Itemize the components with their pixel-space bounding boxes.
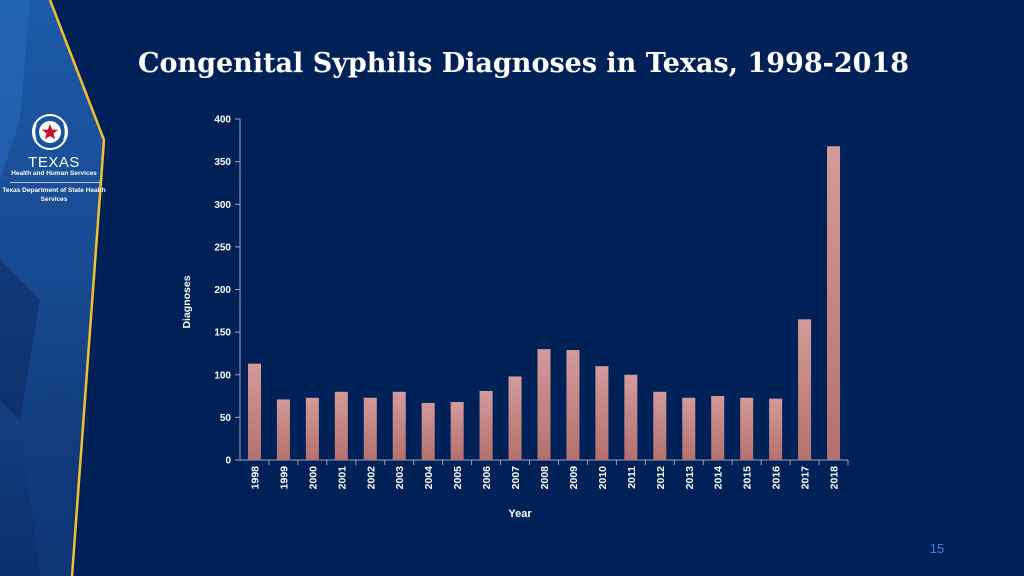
bar-2017 — [798, 319, 812, 460]
bar-2010 — [595, 366, 609, 460]
x-tick-label: 2012 — [655, 466, 667, 490]
bar-chart: 1998 1999 2000 2001 2002 2003 2004 2005 2006 2007… — [181, 115, 849, 520]
y-tick-label: 350 — [214, 157, 231, 168]
x-tick-label: 2006 — [481, 466, 493, 490]
x-tick-label: 2009 — [568, 466, 580, 490]
page-number: 15 — [929, 541, 945, 556]
x-tick-label: 2015 — [742, 466, 754, 490]
bar-2018 — [827, 146, 841, 460]
texas-hhs-logo: TEXAS Health and Human Services Texas De… — [0, 110, 120, 210]
bar-2011 — [624, 374, 638, 460]
x-tick-label: 2018 — [829, 466, 841, 490]
logo-name: TEXAS — [28, 154, 80, 171]
x-tick-label: 2014 — [713, 466, 725, 490]
y-tick-labels: 0 50 100 150 200 250 300 350 400 — [214, 115, 240, 467]
star-seal-icon — [32, 114, 68, 150]
logo-divider — [10, 182, 100, 183]
slide-title: Congenital Syphilis Diagnoses in Texas, … — [138, 48, 909, 79]
x-tick-labels: 1998 1999 2000 2001 2002 2003 2004 2005 2006 2007… — [249, 460, 849, 490]
bar-2007 — [508, 376, 522, 460]
bar-2006 — [479, 390, 493, 460]
x-tick-label: 2017 — [800, 466, 812, 490]
bar-2014 — [711, 396, 725, 460]
bar-2012 — [653, 391, 667, 460]
bar-2005 — [450, 402, 464, 460]
sidebar-decoration — [0, 0, 106, 576]
x-tick-label: 2008 — [539, 466, 551, 490]
x-tick-label: 2004 — [423, 466, 435, 490]
chart-bars — [247, 146, 841, 460]
y-tick-label: 0 — [225, 456, 231, 467]
bar-2002 — [363, 397, 377, 460]
bar-2016 — [769, 398, 783, 460]
x-tick-label: 2005 — [452, 466, 464, 490]
x-tick-label: 2007 — [510, 466, 522, 490]
x-tick-label: 2010 — [597, 466, 609, 490]
y-tick-label: 400 — [214, 115, 231, 126]
y-tick-label: 200 — [214, 285, 231, 296]
y-tick-label: 150 — [214, 328, 231, 339]
bar-2000 — [305, 397, 319, 460]
bar-2008 — [537, 349, 551, 460]
x-tick-label: 2011 — [626, 466, 638, 489]
y-tick-label: 250 — [214, 242, 231, 253]
y-tick-label: 300 — [214, 200, 231, 211]
logo-department: Texas Department of State Health Service… — [2, 187, 106, 203]
x-tick-label: 2013 — [684, 466, 696, 490]
bar-2013 — [682, 397, 696, 460]
x-tick-label: 2003 — [394, 466, 406, 490]
x-axis-label: Year — [508, 508, 532, 520]
bar-2003 — [392, 391, 406, 460]
y-tick-label: 50 — [220, 413, 232, 424]
y-axis-label: Diagnoses — [181, 275, 193, 328]
bar-2001 — [334, 391, 348, 460]
bar-2009 — [566, 350, 580, 460]
x-tick-label: 2001 — [336, 466, 348, 490]
x-tick-label: 1999 — [278, 466, 290, 490]
y-tick-label: 100 — [214, 370, 231, 381]
x-tick-label: 2002 — [365, 466, 377, 490]
x-tick-label: 2016 — [771, 466, 783, 490]
logo-subtitle: Health and Human Services — [11, 170, 97, 177]
bar-2015 — [740, 397, 754, 460]
bar-1998 — [247, 363, 261, 460]
bar-1999 — [276, 399, 290, 460]
x-tick-label: 2000 — [307, 466, 319, 490]
x-tick-label: 1998 — [249, 466, 261, 490]
bar-2004 — [421, 402, 435, 460]
